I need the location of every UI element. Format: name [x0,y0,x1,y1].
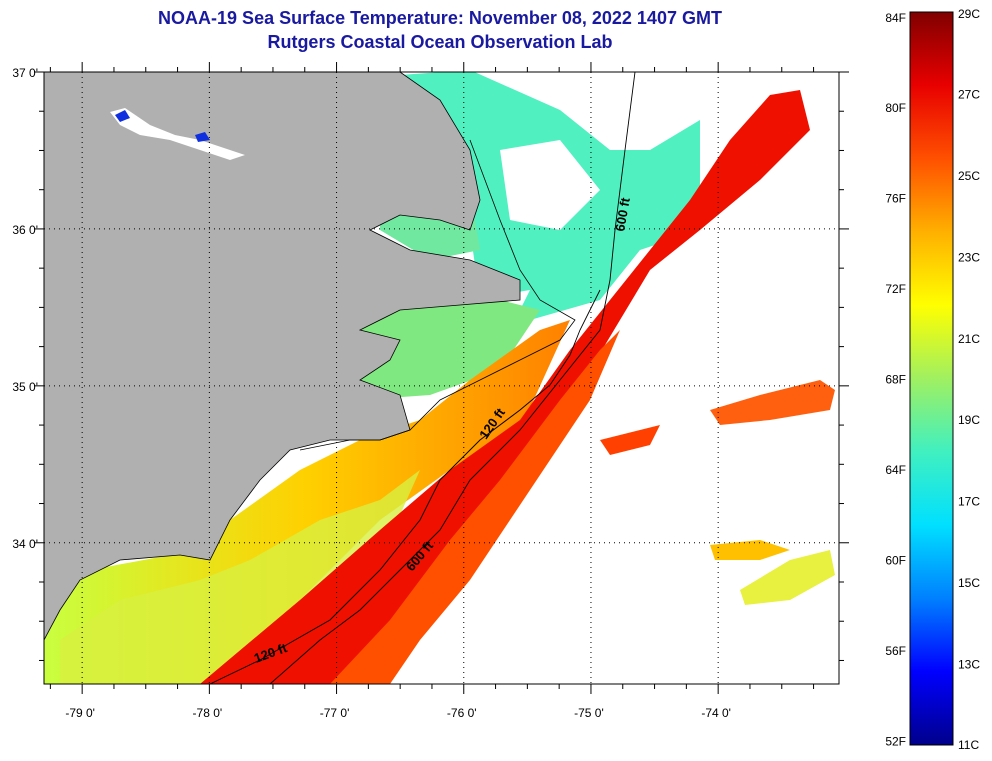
offshore-warm-patch-1 [710,380,835,425]
f-label: 52F [885,734,906,748]
latitude-labels: 37 0' 36 0' 35 0' 34 0' [12,66,38,551]
lon-label: -78 0' [193,706,223,720]
offshore-warm-patch-4 [600,425,660,455]
title-line-1: NOAA-19 Sea Surface Temperature: Novembe… [158,8,722,28]
celsius-labels: 29C 27C 25C 23C 21C 19C 17C 15C 13C 11C [958,7,980,752]
axis-ticks [34,62,849,694]
f-label: 56F [885,644,906,658]
lon-label: -77 0' [320,706,350,720]
c-label: 11C [958,738,979,752]
lat-label: 34 0' [12,537,38,551]
shelf-water-mid [60,470,420,684]
lon-label: -79 0' [65,706,95,720]
c-label: 19C [958,413,980,427]
f-label: 84F [885,11,906,25]
cloud-patch-shelf [500,140,600,230]
c-label: 21C [958,332,980,346]
map-image-area [44,72,839,684]
lon-label: -75 0' [574,706,604,720]
lon-label: -76 0' [447,706,477,720]
cold-lake-spot-2 [195,132,210,142]
pamlico-sound-water [330,300,540,400]
contour-600ft [269,72,636,684]
lat-label: 36 0' [12,223,38,237]
outer-banks-coastline [299,139,576,451]
f-label: 64F [885,463,906,477]
offshore-warm-patch-3 [710,540,790,560]
gulf-stream-edge [330,330,620,684]
color-bar [909,11,954,746]
lat-label: 35 0' [12,380,38,394]
c-label: 15C [958,576,980,590]
lon-label: -74 0' [701,706,731,720]
c-label: 27C [958,87,980,101]
f-label: 76F [885,192,906,206]
contour-label-600ft-north: 600 ft [612,196,633,233]
f-label: 68F [885,373,906,387]
f-label: 60F [885,553,906,567]
offshore-warm-patch-2 [740,550,835,605]
contour-120ft [209,289,601,684]
c-label: 23C [958,250,980,264]
gulf-stream-core [200,90,810,684]
map-title: NOAA-19 Sea Surface Temperature: Novembe… [0,6,880,54]
graticule [44,72,839,684]
c-label: 25C [958,169,980,183]
f-label: 72F [885,282,906,296]
lake-1 [110,108,245,160]
title-line-2: Rutgers Coastal Ocean Observation Lab [267,32,613,52]
land-mass [44,72,521,641]
map-frame [43,71,840,685]
longitude-labels: -79 0' -78 0' -77 0' -76 0' -75 0' -74 0… [65,706,731,720]
c-label: 29C [958,7,980,21]
fahrenheit-labels: 84F 80F 76F 72F 68F 64F 60F 56F 52F [885,11,906,748]
c-label: 17C [958,495,980,509]
lat-label: 37 0' [12,66,38,80]
f-label: 80F [885,101,906,115]
c-label: 13C [958,658,980,672]
cold-lake-spot-1 [115,110,130,122]
